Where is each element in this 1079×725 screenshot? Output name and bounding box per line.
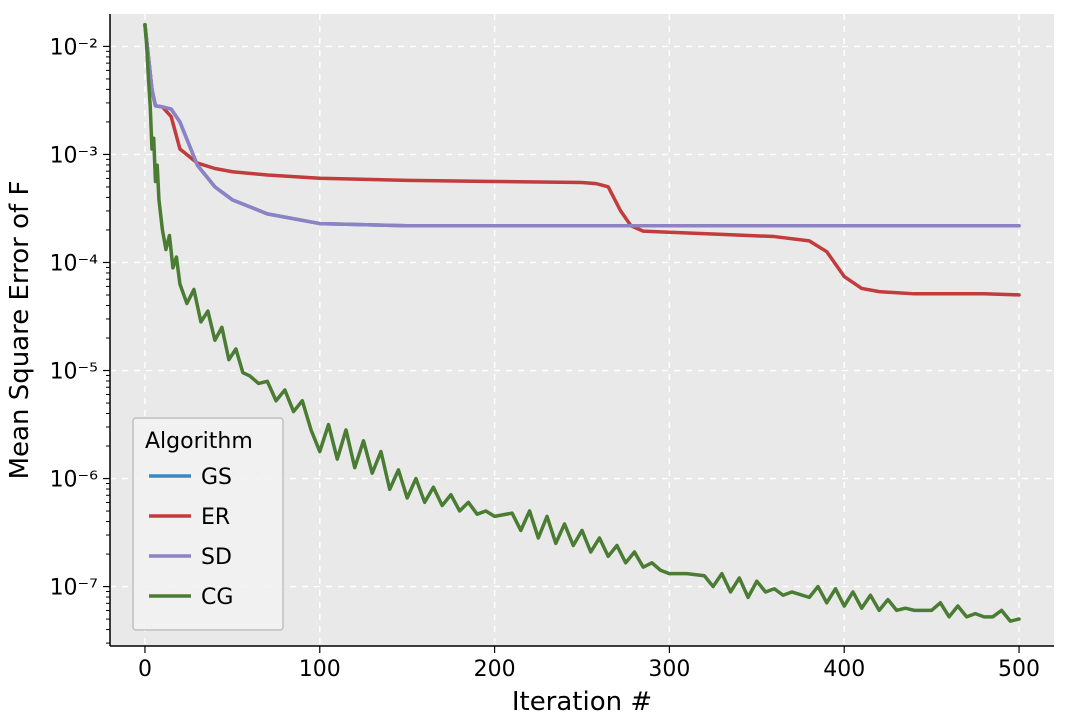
x-tick-label: 300 — [648, 657, 690, 682]
legend-label-CG: CG — [201, 585, 233, 610]
chart-svg: 0 100 200 300 400 500 10⁻⁷ 10⁻⁶ 10⁻⁵ 10⁻⁴ 10⁻³ 10⁻²… — [0, 0, 1079, 725]
y-tick-label: 10⁻⁶ — [50, 468, 99, 493]
x-tick-label: 0 — [138, 657, 152, 682]
x-tick-label: 200 — [474, 657, 516, 682]
y-tick-label: 10⁻³ — [50, 143, 98, 168]
legend-label-SD: SD — [201, 545, 232, 570]
x-tick-label: 100 — [299, 657, 341, 682]
y-tick-label: 10⁻⁷ — [50, 576, 98, 601]
x-tick-label: 400 — [823, 657, 865, 682]
x-tick-label: 500 — [998, 657, 1040, 682]
legend: Algorithm GS ER SD CG — [133, 418, 283, 630]
legend-title: Algorithm — [145, 429, 253, 454]
legend-label-GS: GS — [201, 465, 232, 490]
y-axis-label: Mean Square Error of F — [5, 181, 35, 480]
legend-label-ER: ER — [201, 505, 230, 530]
x-axis-label: Iteration # — [512, 687, 652, 717]
y-tick-label: 10⁻⁴ — [50, 251, 99, 276]
y-tick-label: 10⁻² — [50, 35, 98, 60]
y-tick-label: 10⁻⁵ — [50, 360, 98, 385]
convergence-chart: 0 100 200 300 400 500 10⁻⁷ 10⁻⁶ 10⁻⁵ 10⁻⁴ 10⁻³ 10⁻²… — [0, 0, 1079, 725]
